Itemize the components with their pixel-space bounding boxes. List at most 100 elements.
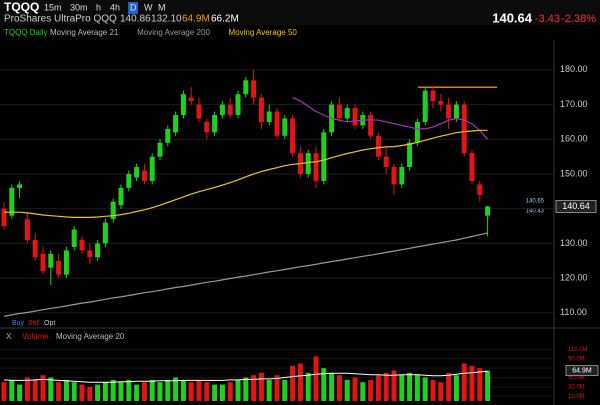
candle-body xyxy=(126,173,132,188)
volume-bar xyxy=(313,356,319,401)
volume-bar xyxy=(243,377,249,401)
volume-bar xyxy=(212,384,218,401)
symbol[interactable]: TQQQ xyxy=(4,0,39,14)
interval-button[interactable]: M xyxy=(158,2,166,12)
volume-bar xyxy=(157,382,163,401)
candle-body xyxy=(422,90,428,122)
candle-body xyxy=(63,250,69,275)
candle-body xyxy=(87,250,93,258)
volume-bar xyxy=(17,384,23,401)
candle-body xyxy=(313,153,319,181)
trade-button[interactable]: Buy xyxy=(12,320,25,327)
candle-body xyxy=(17,184,23,188)
bid: 140.65 xyxy=(526,199,545,205)
volume-bar xyxy=(368,379,374,401)
volume-bar xyxy=(469,365,475,401)
volume-tick-label: 30.0M xyxy=(568,385,585,391)
volume-bar xyxy=(149,379,155,401)
volume-moving-average xyxy=(3,370,488,383)
volume-bar xyxy=(180,379,186,401)
volume-bar xyxy=(56,382,62,401)
volume-bar xyxy=(95,384,101,401)
volume-bar xyxy=(63,379,69,401)
candle-body xyxy=(461,104,467,154)
trade-button[interactable]: Sell xyxy=(28,320,40,327)
candle-body xyxy=(469,153,475,181)
volume-bar xyxy=(235,379,241,401)
volume-bar xyxy=(102,382,108,401)
candle-body xyxy=(149,156,155,181)
candle-body xyxy=(188,97,194,102)
ask: 140.43 xyxy=(526,209,545,215)
y-tick-label: 170.00 xyxy=(560,99,588,109)
interval-button[interactable]: D xyxy=(130,2,137,12)
volume-bar xyxy=(173,377,179,401)
quote-low: 132.10 xyxy=(151,14,182,25)
volume-tick-label: 110.0M xyxy=(568,347,588,353)
candle-body xyxy=(173,114,179,133)
volume-bar xyxy=(477,368,483,401)
volume-bar xyxy=(1,382,7,401)
y-tick-label: 150.00 xyxy=(560,168,588,178)
volume-bar xyxy=(453,375,459,401)
volume-bar xyxy=(305,372,311,401)
volume-bar xyxy=(196,379,202,401)
volume-tick-label: 10.0M xyxy=(568,394,585,400)
volume-bar xyxy=(165,379,171,401)
volume-bar xyxy=(383,372,389,401)
candle-body xyxy=(165,128,171,143)
interval-button[interactable]: 30m xyxy=(70,2,88,12)
volume-bar xyxy=(32,379,38,401)
candle-body xyxy=(157,142,163,157)
candle-body xyxy=(110,201,116,220)
interval-button[interactable]: 15m xyxy=(44,2,62,12)
candle-body xyxy=(485,206,491,216)
moving-average xyxy=(292,97,489,140)
candle-body xyxy=(95,243,101,258)
candle-body xyxy=(344,108,350,119)
quote-high: 140.86 xyxy=(120,14,151,25)
volume-title: Volume xyxy=(22,332,49,341)
volume-bar xyxy=(134,384,140,401)
volume-bar xyxy=(227,382,233,401)
volume-bar xyxy=(290,365,296,401)
candle-body xyxy=(134,167,140,178)
volume-tick-label: 90.0M xyxy=(568,356,585,362)
volume-bar xyxy=(219,384,225,401)
legend-entry: Moving Average 50 xyxy=(229,28,298,37)
candle-body xyxy=(336,104,342,119)
candle-body xyxy=(258,97,264,122)
candle-body xyxy=(204,121,210,133)
candle-body xyxy=(71,229,77,247)
candle-body xyxy=(48,253,54,268)
quote-avg-volume: 66.2M xyxy=(211,14,239,25)
y-tick-label: 180.00 xyxy=(560,64,588,74)
volume-bar xyxy=(48,377,54,401)
candle-body xyxy=(305,153,311,174)
candle-body xyxy=(414,121,420,143)
candle-body xyxy=(24,219,30,240)
volume-bar xyxy=(414,375,420,401)
interval-button[interactable]: 4h xyxy=(110,2,120,12)
volume-bar xyxy=(360,382,366,401)
y-tick-label: 120.00 xyxy=(560,273,588,283)
candle-body xyxy=(141,170,147,181)
volume-bar xyxy=(344,379,350,401)
candle-body xyxy=(383,156,389,168)
moving-average xyxy=(3,232,488,317)
interval-button[interactable]: h xyxy=(96,2,101,12)
volume-bar xyxy=(430,379,436,401)
interval-button[interactable]: W xyxy=(144,2,153,12)
candle-body xyxy=(274,111,280,136)
volume-bar xyxy=(110,379,116,401)
volume-bar xyxy=(352,377,358,401)
candle-body xyxy=(180,94,186,115)
candle-body xyxy=(453,104,459,119)
trade-button[interactable]: Opt xyxy=(44,320,55,327)
candle-body xyxy=(243,80,249,95)
close-volume[interactable]: X xyxy=(6,332,12,341)
candle-body xyxy=(227,104,233,115)
candle-body xyxy=(446,104,452,119)
volume-tag: 64.9M xyxy=(572,367,592,374)
